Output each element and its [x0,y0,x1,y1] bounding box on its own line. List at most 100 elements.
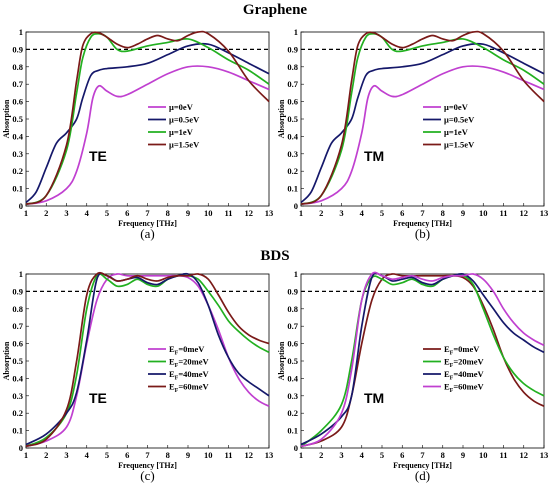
y-tick-label: 0.1 [12,426,23,436]
x-tick-label: 2 [44,208,48,218]
legend-entry: μ=0eV [444,102,469,112]
series-line-1 [25,65,270,206]
panel-label: (a) [140,226,154,241]
x-tick-label: 4 [85,450,90,460]
x-tick-label: 10 [204,208,213,218]
series-line-1 [300,65,545,206]
legend-suffix: =20meV [178,357,209,367]
y-axis-label: Absorption [277,99,286,138]
x-tick-label: 3 [64,208,68,218]
y-tick-label: 0.7 [12,79,23,89]
x-tick-label: 7 [145,450,150,460]
legend-entry: μ=0eV [169,102,194,112]
x-tick-label: 6 [400,450,404,460]
x-tick-label: 6 [125,450,129,460]
legend-prefix: μ [444,127,449,137]
x-axis-label: Frequency [THz] [118,461,177,470]
graphene-section-title: Graphene [242,2,308,18]
x-tick-label: 7 [420,450,425,460]
polarization-label: TE [89,148,107,164]
x-tick-label: 8 [166,450,170,460]
legend-suffix: =0meV [453,344,480,354]
legend-entry: μ=1.5eV [444,140,475,150]
x-tick-label: 2 [44,450,48,460]
series-line-4 [300,30,545,206]
legend-prefix: μ [169,127,174,137]
polarization-label: TE [89,390,107,406]
y-tick-label: 1 [294,269,298,279]
y-tick-label: 0.6 [12,339,23,349]
legend-suffix: =1.5eV [449,140,475,150]
x-tick-label: 4 [360,450,365,460]
legend-subscript: F [450,388,454,394]
x-tick-label: 8 [166,208,170,218]
legend-subscript: F [175,363,179,369]
x-tick-label: 12 [520,450,529,460]
x-tick-label: 11 [499,208,507,218]
plot-area [25,31,270,207]
x-tick-label: 1 [299,450,303,460]
x-tick-label: 11 [224,208,232,218]
panel-label: (d) [415,468,430,483]
y-tick-label: 0.6 [12,97,23,107]
y-tick-label: 0.5 [12,356,23,366]
y-tick-label: 0.1 [12,184,23,194]
y-tick-label: 0.8 [287,62,298,72]
x-tick-label: 5 [105,450,109,460]
x-tick-label: 5 [380,450,384,460]
x-tick-label: 12 [520,208,529,218]
chart-panel-a: 1 2 3 4 5 6 7 8 9 10 11 12 1300.10.20.30.40.50.60.70… [2,27,274,241]
y-tick-label: 0.8 [287,304,298,314]
legend-prefix: E [444,344,450,354]
y-tick-label: 0.9 [12,286,23,296]
x-tick-label: 11 [499,450,507,460]
legend-subscript: F [450,351,454,357]
y-tick-label: 0 [294,201,298,211]
x-tick-label: 5 [380,208,384,218]
legend-entry: EF=40meV [169,369,210,382]
y-tick-label: 0.1 [287,426,298,436]
legend-suffix: =1.5eV [174,140,200,150]
y-tick-label: 0.4 [287,131,298,141]
plot-area [25,273,270,449]
x-tick-label: 5 [105,208,109,218]
y-tick-label: 0.2 [12,408,23,418]
legend-suffix: =1eV [449,127,469,137]
legend-suffix: =60meV [178,382,209,392]
y-tick-label: 0.7 [12,321,23,331]
series-line-3 [300,32,545,206]
panel-label: (c) [140,468,154,483]
x-tick-label: 9 [186,450,190,460]
legend-suffix: =0eV [174,102,194,112]
x-tick-label: 11 [224,450,232,460]
x-tick-label: 13 [540,208,549,218]
y-tick-label: 0.1 [287,184,298,194]
y-tick-label: 0 [19,443,23,453]
x-tick-label: 7 [420,208,425,218]
x-tick-label: 4 [360,208,365,218]
y-tick-label: 0.5 [287,114,298,124]
legend-entry: EF=20meV [169,357,210,370]
chart-panel-c: 1 2 3 4 5 6 7 8 9 10 11 12 1300.10.20.30.40.50.60.70… [2,269,273,483]
polarization-label: TM [364,148,384,164]
legend-suffix: =0eV [449,102,469,112]
y-axis-label: Absorption [2,99,11,138]
y-tick-label: 0.9 [287,44,298,54]
y-tick-label: 0.8 [12,304,23,314]
y-tick-label: 0 [19,201,23,211]
y-tick-label: 0.2 [12,166,23,176]
legend-entry: EF=60meV [169,382,210,395]
y-tick-label: 0.8 [12,62,23,72]
series-line-2 [300,42,545,204]
x-axis-label: Frequency [THz] [393,461,452,470]
series-line-2 [25,273,270,448]
legend-prefix: μ [444,115,449,125]
x-tick-label: 9 [461,208,465,218]
x-tick-label: 13 [265,208,274,218]
x-tick-label: 13 [540,450,549,460]
legend-entry: μ=1eV [169,127,194,137]
y-tick-label: 0.6 [287,97,298,107]
